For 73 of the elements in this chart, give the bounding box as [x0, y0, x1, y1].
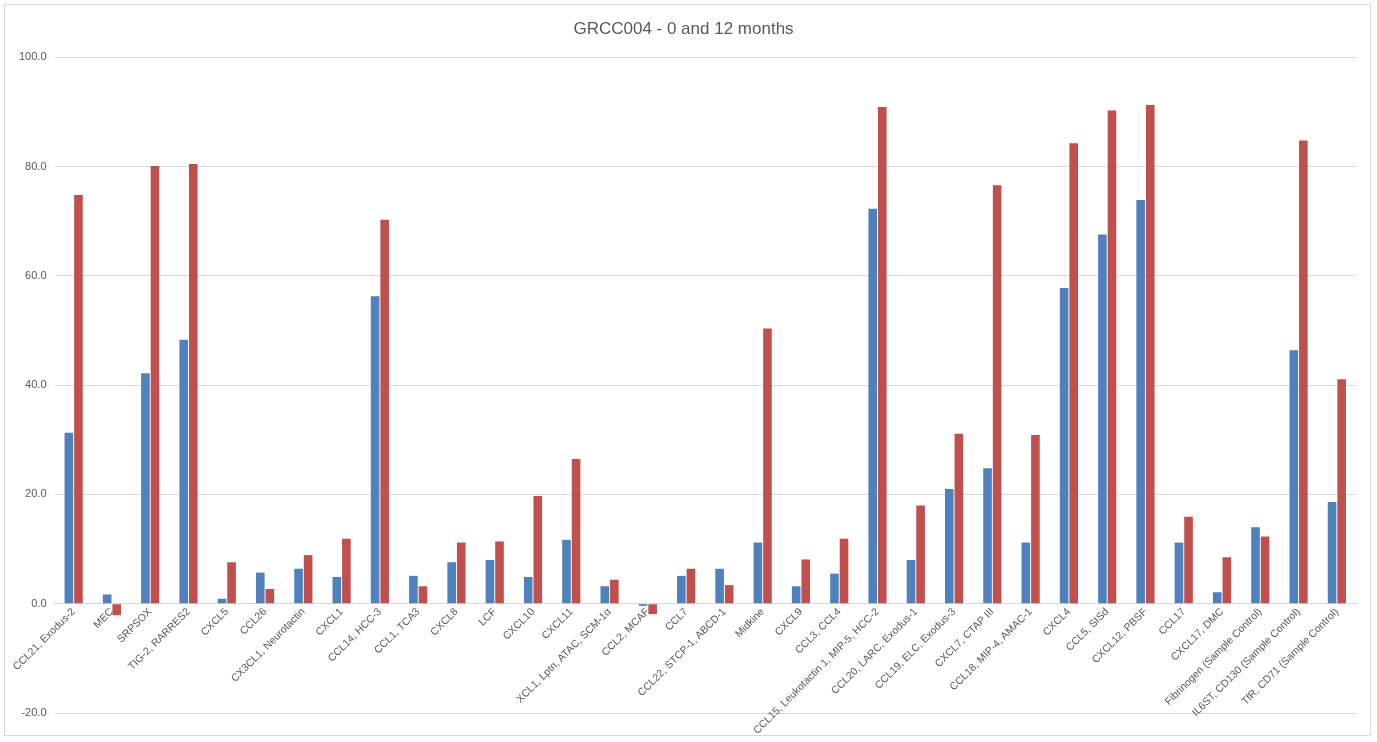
bar: [447, 562, 456, 604]
bar: [600, 586, 610, 604]
bar: [791, 586, 801, 604]
bar: [255, 572, 265, 604]
bar: [1327, 502, 1337, 604]
y-tick-label: 100.0: [19, 50, 47, 63]
bar: [1136, 199, 1145, 604]
y-tick-label: 40.0: [25, 378, 47, 391]
y-tick-label: 60.0: [25, 268, 47, 281]
bar: [839, 538, 849, 604]
bar: [1021, 542, 1031, 604]
bar: [830, 573, 839, 604]
bar: [227, 562, 236, 604]
bar: [1184, 516, 1193, 604]
bar: [1059, 287, 1069, 604]
bar: [1031, 434, 1040, 604]
bar: [523, 576, 533, 604]
bar: [64, 432, 74, 604]
bar: [648, 604, 657, 615]
bar: [1222, 557, 1232, 604]
bar: [1251, 527, 1260, 604]
bar: [1299, 140, 1308, 604]
bar: [1098, 234, 1107, 604]
bar: [188, 163, 198, 604]
bar: [102, 594, 112, 604]
bar: [1260, 536, 1270, 604]
bar: [74, 195, 83, 604]
bar: [763, 328, 772, 604]
bar: [456, 542, 466, 604]
bar: [610, 579, 619, 604]
bar: [686, 568, 696, 604]
bar: [265, 588, 275, 604]
bar: [983, 468, 992, 604]
bar: [868, 208, 878, 604]
bar: [801, 559, 811, 604]
bar: [562, 539, 571, 604]
bar: [916, 505, 925, 604]
bar: [303, 555, 313, 604]
bar: [677, 575, 686, 604]
bar: [294, 568, 303, 604]
bar: [1069, 143, 1078, 604]
y-tick-label: 80.0: [25, 159, 47, 172]
bar: [1212, 592, 1222, 604]
bar: [179, 339, 189, 604]
bar: [533, 496, 543, 604]
bar: [1145, 104, 1155, 604]
bar: [878, 107, 887, 604]
bar: [753, 542, 763, 604]
bar: [1174, 542, 1184, 604]
bar: [409, 575, 418, 604]
bar: [150, 166, 160, 604]
bar: [1337, 379, 1346, 604]
bar: [724, 585, 734, 604]
y-tick-label: 0.0: [31, 596, 47, 609]
bar: [141, 373, 150, 604]
y-tick-label: 20.0: [25, 487, 47, 500]
bar: [1107, 110, 1117, 604]
bar: [944, 489, 954, 604]
y-tick-label: -20.0: [21, 706, 47, 719]
bar: [571, 458, 581, 604]
bar: [992, 185, 1002, 604]
bar: [342, 538, 351, 604]
bar: [495, 541, 504, 604]
chart-title: GRCC004 - 0 and 12 months: [573, 18, 794, 38]
bar: [1289, 350, 1299, 604]
bar: [485, 560, 495, 604]
bar: [715, 568, 724, 604]
bar: [954, 433, 964, 604]
bar: [370, 296, 380, 604]
bar: [418, 586, 428, 604]
bar: [332, 576, 342, 604]
bar: [906, 560, 916, 604]
bar: [380, 219, 389, 604]
